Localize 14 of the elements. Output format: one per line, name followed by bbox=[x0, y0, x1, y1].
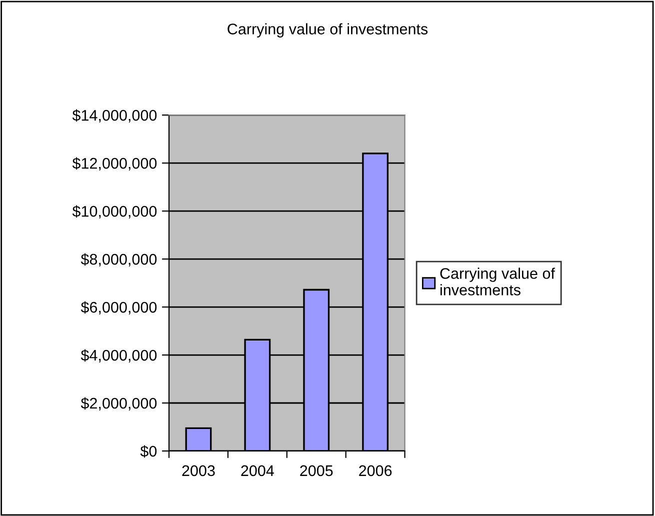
chart-title: Carrying value of investments bbox=[228, 23, 428, 38]
y-tick-label: $8,000,000 bbox=[80, 253, 157, 267]
y-tick-label: $10,000,000 bbox=[72, 205, 157, 219]
y-tick-label: $6,000,000 bbox=[80, 301, 157, 315]
legend-label: Carrying value of investments bbox=[440, 268, 556, 296]
y-tick-label: $4,000,000 bbox=[80, 349, 157, 362]
y-tick-label: $12,000,000 bbox=[72, 157, 157, 171]
y-tick-label: $14,000,000 bbox=[72, 109, 157, 123]
x-tick-label: 2005 bbox=[300, 465, 333, 476]
x-tick-label: 2003 bbox=[182, 465, 215, 476]
y-tick-label: $0 bbox=[140, 445, 157, 458]
y-tick-label: $2,000,000 bbox=[80, 397, 157, 410]
x-tick-label: 2006 bbox=[359, 465, 392, 476]
x-tick-label: 2004 bbox=[241, 465, 274, 476]
